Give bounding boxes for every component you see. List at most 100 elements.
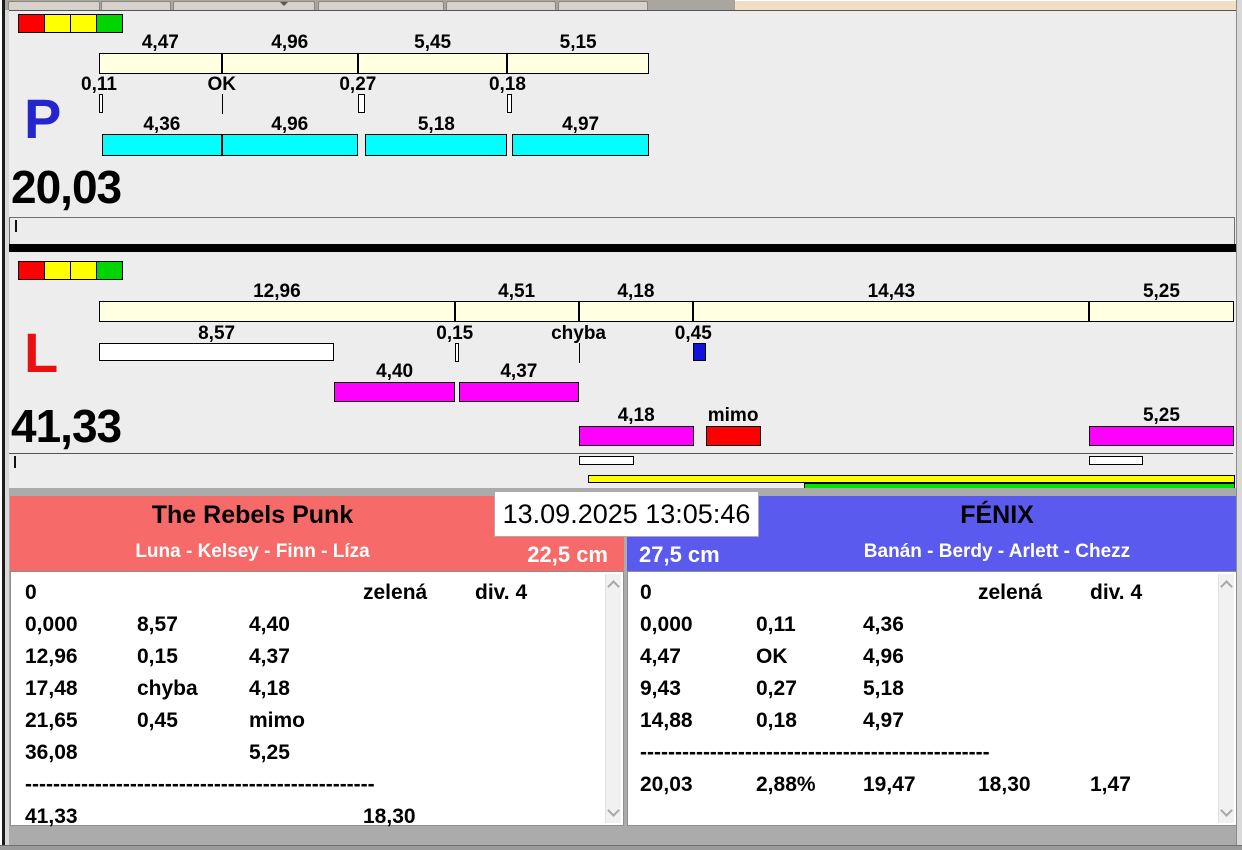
gap-marker-box (99, 94, 103, 113)
reference-bar-segment (507, 53, 649, 74)
toolbar-button[interactable] (8, 1, 100, 11)
table-cell: ----------------------------------------… (25, 773, 375, 796)
cut-bar (458, 382, 579, 402)
table-cell: ----------------------------------------… (640, 741, 990, 764)
table-cell: div. 4 (475, 581, 528, 604)
result-table[interactable]: 0 zelená div. 4 0,000 8,57 4,40 12,96 0,15 4,37 1… (10, 571, 624, 828)
lane-sub-strip (9, 217, 1235, 245)
table-cell: 5,18 (863, 677, 904, 700)
cut-bar (1089, 426, 1234, 446)
cut-bar-label: 4,97 (562, 114, 600, 135)
table-cell: div. 4 (1090, 581, 1143, 604)
penalty-marker-box (693, 343, 706, 361)
status-indicator-box (96, 14, 123, 33)
table-cell: 4,97 (863, 709, 904, 732)
scroll-down-icon[interactable] (1220, 804, 1233, 817)
lane-panel-p: P 20,03 4,47 4,96 5,45 5,15 0,11 OK 0,27 0,18 4,… (0, 10, 1242, 245)
table-cell: 0 (25, 581, 37, 604)
lane-panel-l: L 41,33 12,96 4,51 4,18 14,43 5,25 8,57 0,15 ch… (0, 253, 1242, 492)
gap-label: 0,18 (488, 74, 526, 95)
table-cell: zelená (978, 581, 1043, 604)
reference-bar-segment (578, 301, 694, 322)
gap-label: chyba (551, 323, 607, 344)
cut-bar-label: 4,37 (500, 361, 538, 382)
table-cell: 20,03 (640, 773, 693, 796)
gap-label: 0,11 (81, 74, 117, 95)
cut-bar-label: 5,18 (417, 114, 455, 135)
table-cell: 0,18 (756, 709, 797, 732)
cut-bar (512, 134, 649, 156)
table-cell: 0,45 (137, 709, 178, 732)
table-cell: OK (756, 645, 788, 668)
status-indicator-box (18, 261, 45, 280)
lane-total-time: 41,33 (11, 400, 122, 452)
gap-label: OK (207, 74, 236, 95)
status-indicator-box (70, 261, 97, 280)
toolbar-button[interactable] (318, 1, 444, 11)
scroll-up-icon[interactable] (607, 580, 620, 593)
toolbar-button[interactable] (558, 1, 648, 11)
cut-bar-label: 4,96 (271, 114, 309, 135)
cut-bar-label: 4,18 (617, 405, 655, 426)
scrollbar[interactable] (1218, 574, 1234, 823)
scroll-up-icon[interactable] (1220, 580, 1233, 593)
segment-label: 4,51 (498, 281, 536, 302)
team-card-right: FÉNIX Banán - Berdy - Arlett - Chezz 27,… (627, 496, 1237, 826)
status-indicator-box (96, 261, 123, 280)
table-cell: 0,15 (137, 645, 178, 668)
gap-marker-line (221, 94, 223, 114)
window-border (2, 0, 5, 850)
cut-bar (102, 134, 222, 156)
toolbar-button[interactable] (446, 1, 556, 11)
table-cell: 4,37 (249, 645, 290, 668)
scrollbar[interactable] (605, 574, 621, 823)
status-indicator-box (18, 14, 45, 33)
gap-label: 0,45 (674, 323, 712, 344)
table-cell: 21,65 (25, 709, 78, 732)
cut-bar (365, 134, 508, 156)
table-cell: 36,08 (25, 741, 78, 764)
table-cell: 41,33 (25, 805, 78, 828)
table-cell: 0,27 (756, 677, 797, 700)
segment-label: 5,45 (414, 32, 452, 53)
pending-marker-box (578, 456, 634, 465)
cut-bar (334, 382, 455, 402)
table-cell: 0 (640, 581, 652, 604)
gap-marker-box (357, 94, 366, 113)
table-cell: 0,11 (756, 613, 796, 636)
zero-tick (15, 220, 17, 232)
team-name: The Rebels Punk (151, 501, 354, 529)
segment-label: 12,96 (253, 281, 301, 302)
table-cell: 0,000 (640, 613, 693, 636)
gap-label: 0,27 (339, 74, 377, 95)
table-cell: 9,43 (640, 677, 681, 700)
cut-bar-label: 4,40 (376, 361, 414, 382)
table-cell: chyba (137, 677, 198, 700)
result-table[interactable]: 0 zelená div. 4 0,000 0,11 4,36 4,47 OK 4,96 9,43… (627, 571, 1237, 826)
table-cell: 8,57 (137, 613, 178, 636)
status-indicator-box (70, 14, 97, 33)
team-card-left: The Rebels Punk Luna - Kelsey - Finn - L… (10, 496, 624, 828)
table-cell: 19,47 (863, 773, 916, 796)
table-cell: 2,88% (756, 773, 816, 796)
segment-label: 14,43 (867, 281, 916, 302)
background-window-area (735, 0, 1242, 11)
toolbar-button[interactable] (173, 1, 315, 11)
toolbar-button[interactable] (101, 1, 171, 11)
table-cell: 4,36 (863, 613, 904, 636)
table-cell: 18,30 (978, 773, 1031, 796)
team-players: Banán - Berdy - Arlett - Chezz (863, 541, 1131, 562)
reference-bar-segment (1089, 301, 1234, 322)
window-border (1236, 0, 1242, 850)
cut-bar (221, 134, 358, 156)
lane-letter: L (24, 321, 59, 384)
window-border (5, 10, 9, 850)
lane-total-time: 20,03 (11, 161, 122, 213)
table-cell: 1,47 (1090, 773, 1131, 796)
reference-bar-segment (693, 301, 1090, 322)
scroll-down-icon[interactable] (607, 804, 620, 817)
progress-bar (587, 475, 1236, 483)
window-border (0, 845, 1242, 850)
table-cell: zelená (363, 581, 428, 604)
